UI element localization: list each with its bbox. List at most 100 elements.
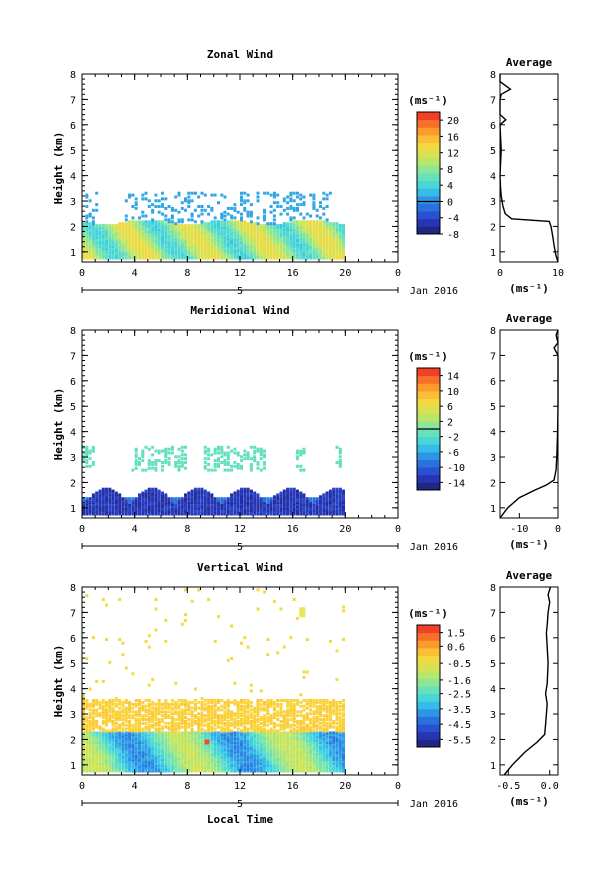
vertical-profile-ytick-label: 8 [490, 583, 496, 594]
zonal-colorbar-segment [417, 188, 440, 196]
vertical-profile-line [504, 587, 550, 775]
zonal-xtick-label: 8 [184, 268, 190, 279]
meridional-date-label: Jan 2016 [410, 542, 458, 553]
vertical-colorbar-segment [417, 686, 440, 694]
vertical-colorbar-label: -3.5 [447, 705, 471, 716]
vertical-ytick-label: 3 [70, 710, 76, 721]
vertical-colorbar-label: -2.5 [447, 690, 471, 701]
vertical-colorbar-segment [417, 701, 440, 709]
zonal-colorbar-segment [417, 150, 440, 158]
zonal-colorbar-segment [417, 211, 440, 219]
zonal-ytick-label: 2 [70, 222, 76, 233]
zonal-xtick-label: 0 [395, 268, 401, 279]
vertical-colorbar-segment [417, 709, 440, 717]
vertical-title: Vertical Wind [197, 561, 283, 574]
meridional-colorbar-label: -10 [447, 463, 465, 474]
vertical-ylabel: Height (km) [52, 645, 65, 718]
meridional-xtick-label: 20 [339, 524, 351, 535]
zonal-day-label: 5 [237, 286, 243, 297]
zonal-profile-xtick-label: 10 [552, 268, 564, 279]
zonal-ytick-label: 5 [70, 146, 76, 157]
vertical-colorbar-segment [417, 671, 440, 679]
meridional-colorbar-segment [417, 467, 440, 475]
meridional-profile-ytick-label: 2 [490, 478, 496, 489]
zonal-profile-ytick-label: 5 [490, 146, 496, 157]
zonal-ylabel: Height (km) [52, 132, 65, 205]
vertical-profile-ytick-label: 1 [490, 761, 496, 772]
meridional-colorbar-segment [417, 444, 440, 452]
vertical-colorbar-segment [417, 694, 440, 702]
zonal-xtick-label: 0 [79, 268, 85, 279]
vertical-colorbar-unit: (ms⁻¹) [408, 607, 448, 620]
zonal-xtick-label: 4 [132, 268, 138, 279]
vertical-xtick-label: 4 [132, 781, 138, 792]
meridional-ytick-label: 8 [70, 326, 76, 337]
zonal-ytick-label: 6 [70, 121, 76, 132]
vertical-colorbar-segment [417, 633, 440, 641]
zonal-profile-ytick-label: 1 [490, 248, 496, 259]
vertical-ytick-label: 1 [70, 761, 76, 772]
meridional-ytick-label: 7 [70, 351, 76, 362]
meridional-profile-ytick-label: 7 [490, 351, 496, 362]
vertical-profile-ytick-label: 5 [490, 659, 496, 670]
vertical-ytick-label: 2 [70, 735, 76, 746]
vertical-xtick-label: 20 [339, 781, 351, 792]
vertical-profile-ytick-label: 6 [490, 634, 496, 645]
vertical-ytick-label: 5 [70, 659, 76, 670]
meridional-ylabel: Height (km) [52, 388, 65, 461]
zonal-colorbar-label: 4 [447, 181, 453, 192]
meridional-colorbar-label: -6 [447, 448, 459, 459]
vertical-ytick-label: 8 [70, 583, 76, 594]
zonal-colorbar-segment [417, 219, 440, 227]
vertical-colorbar-label: -5.5 [447, 735, 471, 746]
vertical-profile-ytick-label: 4 [490, 685, 496, 696]
zonal-date-label: Jan 2016 [410, 286, 458, 297]
vertical-colorbar-label: -1.6 [447, 676, 471, 687]
vertical-day-label: 5 [237, 799, 243, 810]
zonal-colorbar-segment [417, 226, 440, 234]
meridional-colorbar-segment [417, 421, 440, 429]
zonal-profile-ytick-label: 2 [490, 222, 496, 233]
zonal-profile-ytick-label: 8 [490, 70, 496, 81]
meridional-profile-ytick-label: 5 [490, 402, 496, 413]
zonal-colorbar-segment [417, 173, 440, 181]
vertical-colorbar-segment [417, 739, 440, 747]
vertical-xtick-label: 16 [287, 781, 299, 792]
meridional-profile-ytick-label: 8 [490, 326, 496, 337]
vertical-colorbar-label: 0.6 [447, 642, 465, 653]
meridional-colorbar-segment [417, 391, 440, 399]
vertical-colorbar-segment [417, 640, 440, 648]
zonal-colorbar-segment [417, 165, 440, 173]
meridional-colorbar-label: 10 [447, 387, 459, 398]
meridional-xtick-label: 16 [287, 524, 299, 535]
vertical-profile-title: Average [506, 569, 553, 582]
zonal-colorbar-segment [417, 135, 440, 143]
zonal-profile-xlabel: (ms⁻¹) [509, 282, 549, 295]
meridional-colorbar-label: -14 [447, 478, 465, 489]
zonal-ytick-label: 1 [70, 248, 76, 259]
vertical-profile-ytick-label: 7 [490, 608, 496, 619]
zonal-colorbar-segment [417, 181, 440, 189]
vertical-profile-xtick-label: 0.0 [541, 781, 559, 792]
zonal-heatmap-cells [82, 192, 345, 260]
meridional-colorbar-segment [417, 460, 440, 468]
meridional-profile-xtick-label: -10 [510, 524, 528, 535]
zonal-ytick-label: 7 [70, 95, 76, 106]
meridional-colorbar-unit: (ms⁻¹) [408, 350, 448, 363]
vertical-xtick-label: 0 [79, 781, 85, 792]
meridional-colorbar-segment [417, 437, 440, 445]
meridional-profile-title: Average [506, 312, 553, 325]
vertical-colorbar-label: 1.5 [447, 629, 465, 640]
meridional-profile-ytick-label: 1 [490, 504, 496, 515]
vertical-profile-ytick-label: 2 [490, 735, 496, 746]
zonal-colorbar-segment [417, 204, 440, 212]
vertical-xlabel: Local Time [207, 813, 274, 826]
meridional-colorbar-segment [417, 429, 440, 437]
meridional-colorbar-segment [417, 482, 440, 490]
meridional-xtick-label: 0 [395, 524, 401, 535]
zonal-colorbar-segment [417, 112, 440, 120]
zonal-xtick-label: 12 [234, 268, 246, 279]
meridional-ytick-label: 1 [70, 504, 76, 515]
